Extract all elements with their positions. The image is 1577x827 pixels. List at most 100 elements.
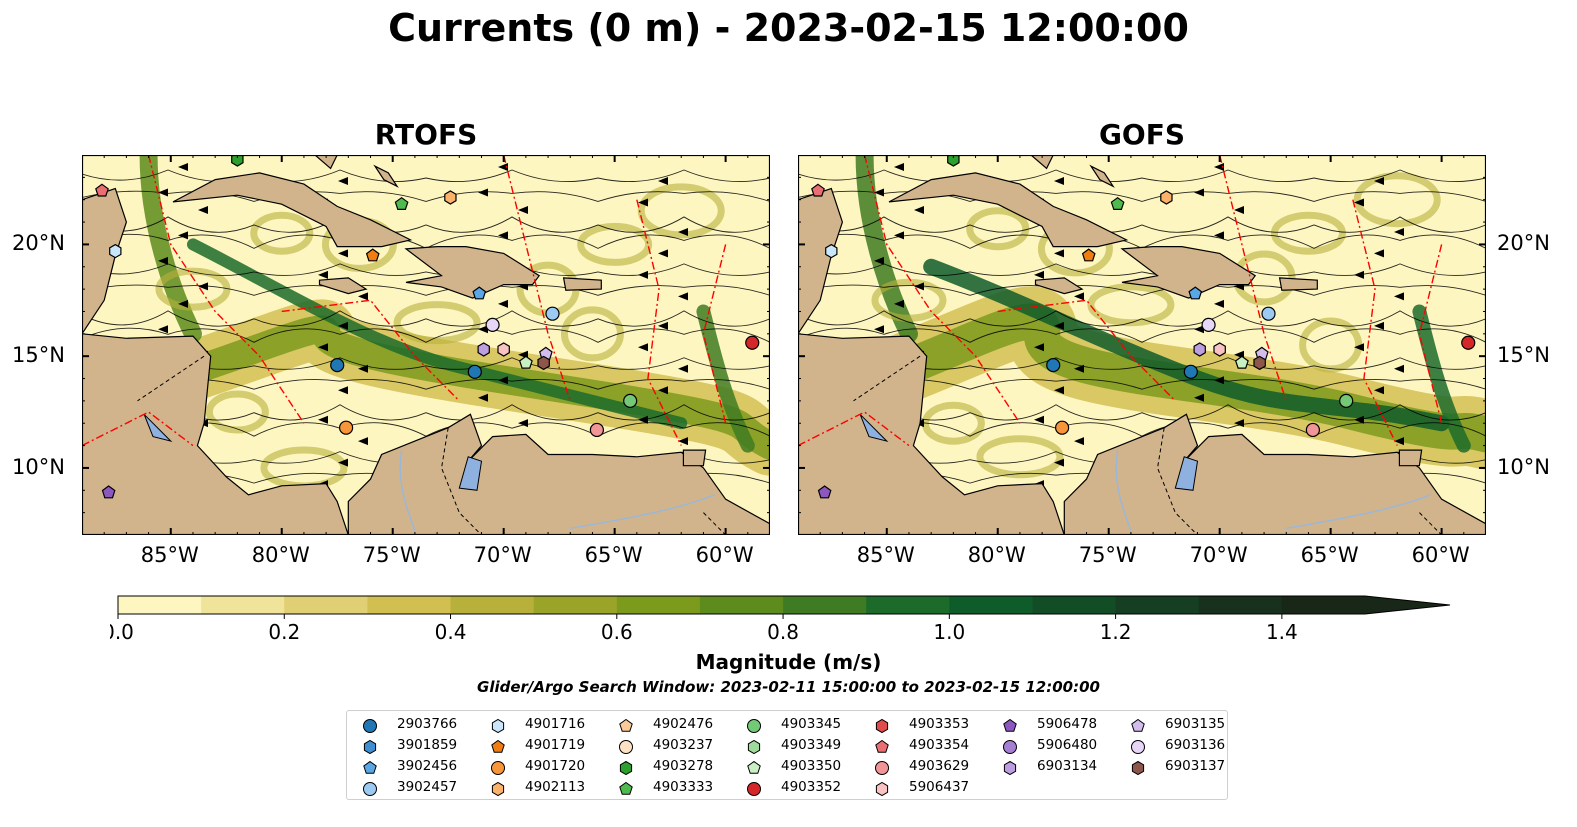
x-tick-label: 70°W xyxy=(1189,543,1248,567)
colorbar-segment xyxy=(866,596,950,614)
colorbar-segment xyxy=(284,596,368,614)
rtofs-float-marker xyxy=(231,155,244,167)
gofs-float-marker xyxy=(1213,342,1226,357)
gofs-float-marker xyxy=(1201,317,1216,332)
rtofs-float-marker xyxy=(485,317,500,332)
legend-label: 4903345 xyxy=(781,716,842,732)
rtofs-float-marker xyxy=(497,342,510,357)
rtofs-float-marker xyxy=(339,420,354,435)
colorbar-label: Magnitude (m/s) xyxy=(695,650,882,674)
rtofs-float-marker xyxy=(95,183,109,197)
rtofs-float-marker xyxy=(477,342,490,357)
colorbar-segment xyxy=(616,596,701,614)
legend-label: 4901719 xyxy=(525,737,586,753)
x-tick-label: 85°W xyxy=(140,543,199,567)
y-tick-label: 20°N xyxy=(1497,231,1550,256)
colorbar-segment xyxy=(1281,596,1366,614)
legend-label: 6903136 xyxy=(1165,737,1226,753)
gofs-float-marker xyxy=(811,183,825,197)
pentagon-marker-icon xyxy=(1131,718,1145,732)
legend-label: 4903237 xyxy=(653,737,714,753)
circle-marker-icon xyxy=(363,782,377,796)
search-window-text: Glider/Argo Search Window: 2023-02-11 15… xyxy=(477,678,1100,696)
pentagon-marker-icon xyxy=(747,760,761,774)
colorbar-segment xyxy=(1115,596,1200,614)
circle-marker-icon xyxy=(363,719,377,733)
colorbar-tick-label: 0.6 xyxy=(601,620,633,644)
y-tick-label: 15°N xyxy=(12,343,65,368)
hexagon-marker-icon xyxy=(491,781,505,797)
legend-label: 5906480 xyxy=(1037,737,1098,753)
legend-label: 4901716 xyxy=(525,716,586,732)
legend-label: 4903333 xyxy=(653,779,714,795)
legend-label: 4903278 xyxy=(653,758,714,774)
hexagon-marker-icon xyxy=(619,760,633,776)
pentagon-marker-icon xyxy=(875,739,889,753)
pentagon-marker-icon xyxy=(619,718,633,732)
gofs-float-marker xyxy=(817,485,832,499)
colorbar-tick-label: 1.0 xyxy=(933,620,965,644)
colorbar-tick-label: 0.0 xyxy=(110,620,134,644)
rtofs-float-marker xyxy=(444,190,457,205)
x-tick-label: 60°W xyxy=(695,543,754,567)
circle-marker-icon xyxy=(747,719,761,733)
figure-title: Currents (0 m) - 2023-02-15 12:00:00 xyxy=(388,6,1189,50)
x-tick-label: 75°W xyxy=(1078,543,1137,567)
hexagon-marker-icon xyxy=(1131,760,1145,776)
colorbar-tick-label: 0.2 xyxy=(268,620,300,644)
legend-label: 4903629 xyxy=(909,758,970,774)
rtofs-float-marker xyxy=(537,355,550,371)
hexagon-marker-icon xyxy=(1003,760,1017,776)
rtofs-float-marker xyxy=(518,355,533,369)
rtofs-float-marker xyxy=(472,286,487,300)
y-tick-label: 20°N xyxy=(12,231,65,256)
pentagon-marker-icon xyxy=(491,739,505,753)
rtofs-float-marker xyxy=(330,358,345,373)
colorbar-tick-label: 0.8 xyxy=(767,620,799,644)
legend-label: 4902113 xyxy=(525,779,586,795)
rtofs-float-marker xyxy=(589,422,604,438)
x-tick-label: 65°W xyxy=(1300,543,1359,567)
legend-label: 6903137 xyxy=(1165,758,1226,774)
x-tick-label: 75°W xyxy=(362,543,421,567)
legend-label: 4903354 xyxy=(909,737,970,753)
hexagon-marker-icon xyxy=(875,718,889,734)
colorbar-segment xyxy=(533,596,618,614)
legend-label: 4902476 xyxy=(653,716,714,732)
circle-marker-icon xyxy=(619,740,633,754)
colorbar-segment xyxy=(118,596,202,614)
colorbar: 0.0 0.2 0.4 0.6 0.8 1.0 1.2 1.4 xyxy=(110,595,1451,644)
gofs-float-marker xyxy=(1339,393,1354,408)
colorbar-tick-label: 0.4 xyxy=(435,620,467,644)
rtofs-float-marker xyxy=(101,485,116,499)
gofs-float-marker xyxy=(1305,422,1320,438)
colorbar-segment xyxy=(450,596,535,614)
legend-label: 2903766 xyxy=(397,716,458,732)
hexagon-marker-icon xyxy=(875,781,889,797)
colorbar-segment xyxy=(699,596,784,614)
legend-label: 5906437 xyxy=(909,779,970,795)
colorbar-segment xyxy=(1032,596,1117,614)
y-tick-label: 10°N xyxy=(12,454,65,479)
pentagon-marker-icon xyxy=(619,781,633,795)
hexagon-marker-icon xyxy=(363,739,377,755)
rtofs-float-marker xyxy=(365,248,380,262)
circle-marker-icon xyxy=(1131,740,1145,754)
rtofs-float-marker xyxy=(745,335,760,350)
colorbar-segment xyxy=(201,596,285,614)
pentagon-marker-icon xyxy=(1003,718,1017,732)
gofs-float-marker xyxy=(1461,335,1476,350)
legend-label: 3901859 xyxy=(397,737,458,753)
legend-label: 6903135 xyxy=(1165,716,1226,732)
gofs-float-marker xyxy=(1055,420,1070,435)
x-tick-label: 80°W xyxy=(967,543,1026,567)
rtofs-float-marker xyxy=(109,243,122,259)
gofs-float-marker xyxy=(1234,355,1249,369)
legend-label: 3902457 xyxy=(397,779,458,795)
rtofs-current-map xyxy=(82,155,770,535)
circle-marker-icon xyxy=(491,761,505,775)
gofs-float-marker xyxy=(1160,190,1173,205)
gofs-current-map xyxy=(798,155,1486,535)
gofs-float-marker xyxy=(1261,306,1276,321)
gofs-title: GOFS xyxy=(1098,118,1186,151)
